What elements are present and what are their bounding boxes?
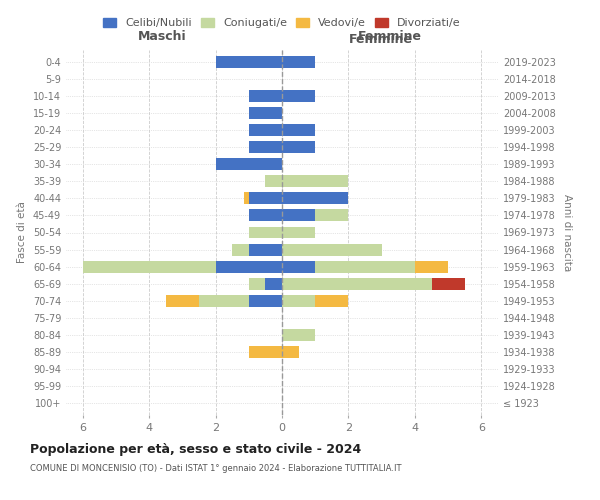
Bar xyxy=(215,56,282,68)
Bar xyxy=(249,210,282,222)
Bar xyxy=(315,260,415,272)
Bar xyxy=(249,107,282,119)
Bar xyxy=(282,329,315,341)
Bar xyxy=(315,210,349,222)
Bar xyxy=(249,278,265,289)
Bar xyxy=(282,278,431,289)
Bar xyxy=(415,260,448,272)
Bar xyxy=(282,192,349,204)
Bar xyxy=(265,278,282,289)
Y-axis label: Fasce di età: Fasce di età xyxy=(17,202,27,264)
Bar xyxy=(244,192,249,204)
Bar xyxy=(282,141,315,153)
Bar xyxy=(282,260,315,272)
Text: Popolazione per età, sesso e stato civile - 2024: Popolazione per età, sesso e stato civil… xyxy=(30,442,361,456)
Bar xyxy=(282,176,349,188)
Bar xyxy=(166,295,199,306)
Bar xyxy=(282,56,315,68)
Legend: Celibi/Nubili, Coniugati/e, Vedovi/e, Divorziati/e: Celibi/Nubili, Coniugati/e, Vedovi/e, Di… xyxy=(99,13,465,32)
Bar xyxy=(249,226,282,238)
Bar xyxy=(282,124,315,136)
Bar xyxy=(83,260,215,272)
Bar xyxy=(265,176,282,188)
Bar xyxy=(215,260,282,272)
Text: Maschi: Maschi xyxy=(137,30,187,43)
Bar xyxy=(282,346,299,358)
Text: Femmine: Femmine xyxy=(358,30,422,43)
Bar xyxy=(232,244,249,256)
Bar xyxy=(199,295,249,306)
Bar xyxy=(315,295,349,306)
Bar xyxy=(249,192,282,204)
Bar xyxy=(249,124,282,136)
Bar xyxy=(282,295,315,306)
Bar xyxy=(282,244,382,256)
Y-axis label: Anni di nascita: Anni di nascita xyxy=(562,194,572,271)
Bar xyxy=(215,158,282,170)
Bar xyxy=(282,226,315,238)
Bar xyxy=(249,141,282,153)
Text: COMUNE DI MONCENISIO (TO) - Dati ISTAT 1° gennaio 2024 - Elaborazione TUTTITALIA: COMUNE DI MONCENISIO (TO) - Dati ISTAT 1… xyxy=(30,464,401,473)
Bar xyxy=(249,295,282,306)
Bar xyxy=(249,346,282,358)
Bar xyxy=(282,210,315,222)
Bar xyxy=(249,244,282,256)
Bar xyxy=(282,90,315,102)
Bar xyxy=(249,90,282,102)
Text: Femmine: Femmine xyxy=(349,34,413,46)
Bar xyxy=(431,278,465,289)
